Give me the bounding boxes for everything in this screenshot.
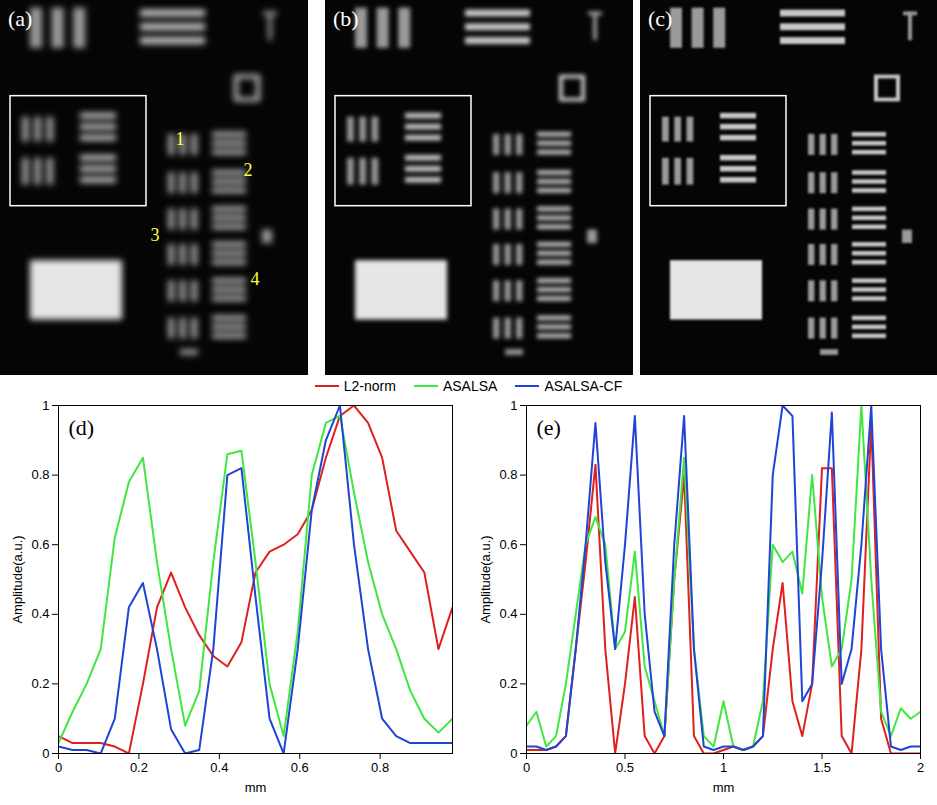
svg-text:0.4: 0.4: [31, 606, 49, 621]
svg-text:(a): (a): [8, 6, 32, 31]
svg-text:2: 2: [917, 760, 924, 775]
svg-text:0.6: 0.6: [499, 537, 517, 552]
svg-text:4: 4: [251, 269, 260, 289]
svg-text:0.8: 0.8: [499, 467, 517, 482]
svg-text:0: 0: [523, 760, 530, 775]
svg-text:0.6: 0.6: [291, 760, 309, 775]
svg-text:Amplitude(a.u.): Amplitude(a.u.): [478, 535, 493, 623]
svg-text:0.4: 0.4: [210, 760, 228, 775]
html-text:ASALSA: ASALSA: [442, 378, 498, 394]
html-text:L2-norm: L2-norm: [343, 378, 396, 394]
svg-text:(d): (d): [69, 415, 95, 440]
svg-text:(e): (e): [537, 415, 561, 440]
svg-text:1: 1: [510, 398, 517, 413]
svg-text:2: 2: [244, 160, 253, 180]
svg-text:1.5: 1.5: [813, 760, 831, 775]
svg-text:mm: mm: [245, 780, 267, 795]
svg-text:0.5: 0.5: [616, 760, 634, 775]
svg-text:3: 3: [151, 225, 160, 245]
svg-text:mm: mm: [713, 780, 735, 795]
svg-text:Amplitude(a.u.): Amplitude(a.u.): [10, 535, 25, 623]
svg-text:(b): (b): [333, 6, 359, 31]
svg-text:0: 0: [42, 746, 49, 761]
svg-text:0.2: 0.2: [499, 676, 517, 691]
svg-text:1: 1: [720, 760, 727, 775]
svg-text:0.2: 0.2: [31, 676, 49, 691]
svg-text:(c): (c): [648, 6, 672, 31]
svg-text:0.2: 0.2: [130, 760, 148, 775]
html-text:ASALSA-CF: ASALSA-CF: [544, 378, 623, 394]
svg-text:0.6: 0.6: [31, 537, 49, 552]
svg-text:0.8: 0.8: [31, 467, 49, 482]
svg-text:0: 0: [55, 760, 62, 775]
svg-text:1: 1: [176, 129, 185, 149]
svg-text:0.4: 0.4: [499, 606, 517, 621]
svg-text:0.8: 0.8: [371, 760, 389, 775]
svg-text:0: 0: [510, 746, 517, 761]
svg-text:1: 1: [42, 398, 49, 413]
